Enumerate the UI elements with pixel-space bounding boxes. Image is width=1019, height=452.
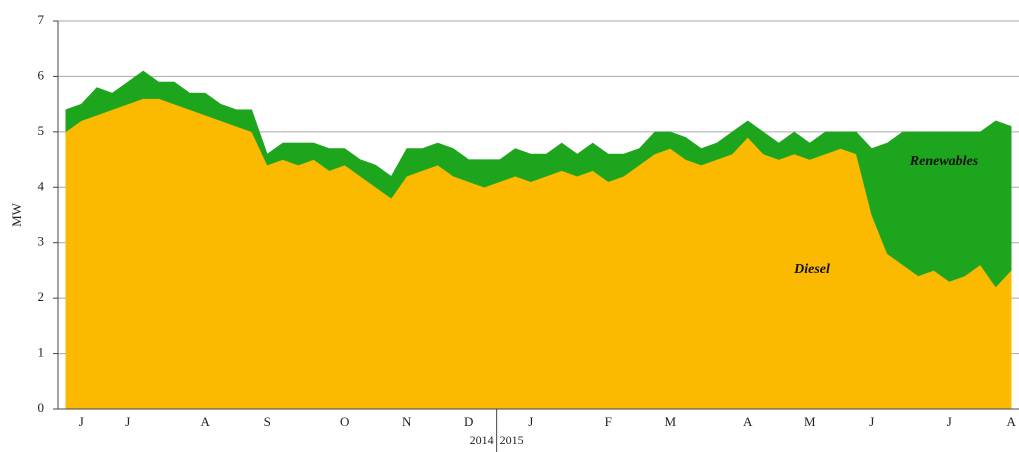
x-tick-label: N bbox=[402, 414, 412, 429]
area bbox=[65, 98, 1012, 410]
x-tick-label: J bbox=[947, 414, 952, 429]
y-axis-label: MW bbox=[9, 202, 24, 227]
year-label: 2014 bbox=[470, 433, 494, 447]
y-tick-label: 0 bbox=[38, 400, 45, 415]
x-tick-label: A bbox=[201, 414, 211, 429]
x-tick-label: J bbox=[79, 414, 84, 429]
y-tick-label: 4 bbox=[38, 178, 45, 193]
y-tick-label: 5 bbox=[38, 123, 45, 138]
area bbox=[65, 70, 1012, 288]
y-tick-label: 3 bbox=[38, 234, 45, 249]
y-tick-label: 6 bbox=[38, 67, 45, 82]
series-annotation: Diesel bbox=[793, 262, 830, 277]
x-tick-label: J bbox=[528, 414, 533, 429]
x-tick-label: D bbox=[464, 414, 473, 429]
y-tick-label: 1 bbox=[38, 345, 45, 360]
x-tick-label: A bbox=[1007, 414, 1017, 429]
y-tick-label: 7 bbox=[38, 12, 45, 27]
x-tick-label: J bbox=[869, 414, 874, 429]
x-tick-label: A bbox=[743, 414, 753, 429]
series-annotation: Renewables bbox=[909, 154, 979, 169]
x-tick-label: J bbox=[125, 414, 130, 429]
x-tick-label: F bbox=[605, 414, 612, 429]
x-tick-label: M bbox=[664, 414, 676, 429]
x-tick-label: S bbox=[264, 414, 271, 429]
x-tick-label: O bbox=[340, 414, 349, 429]
year-label: 2015 bbox=[500, 433, 524, 447]
y-tick-label: 2 bbox=[38, 289, 45, 304]
x-tick-label: M bbox=[804, 414, 816, 429]
